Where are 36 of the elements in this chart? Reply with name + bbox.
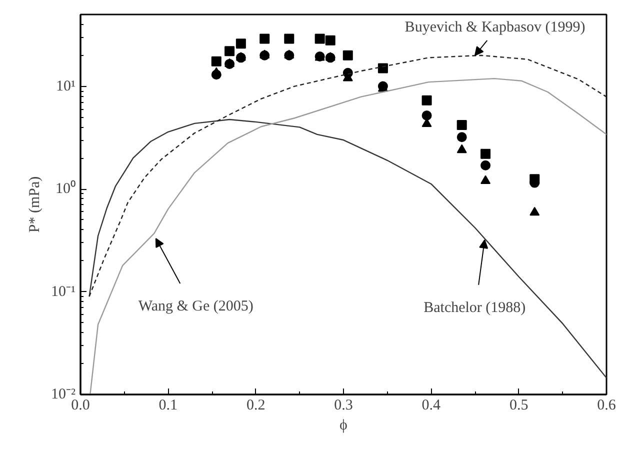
point xyxy=(211,56,222,66)
annotation: Wang & Ge (2005) xyxy=(138,298,254,314)
point xyxy=(530,206,540,216)
y-tick-label: 10¹ xyxy=(56,78,76,94)
point xyxy=(422,110,432,120)
point xyxy=(456,132,467,142)
x-tick-label: 0.2 xyxy=(246,398,266,414)
x-axis-title: ϕ xyxy=(340,418,348,434)
point xyxy=(456,120,467,130)
point xyxy=(378,63,388,74)
y-tick-label: 10⁰ xyxy=(56,180,76,198)
line-series xyxy=(90,78,606,394)
point xyxy=(260,34,270,44)
point xyxy=(325,35,336,46)
x-tick-label: 0.4 xyxy=(422,398,442,414)
point xyxy=(480,160,491,170)
point xyxy=(236,38,246,49)
point xyxy=(422,95,432,106)
x-tick-label: 0.5 xyxy=(509,398,528,414)
x-tick-label: 0.3 xyxy=(334,398,353,414)
y-tick-label: 10⁻¹ xyxy=(51,284,76,300)
point xyxy=(456,144,467,154)
point xyxy=(211,67,222,76)
point xyxy=(284,34,294,44)
x-tick-label: 0.6 xyxy=(597,398,616,414)
point xyxy=(480,175,491,184)
point xyxy=(342,50,353,60)
x-tick-label: 0.0 xyxy=(71,398,90,414)
annotation: Buyevich & Kapbasov (1999) xyxy=(404,19,586,36)
line-series xyxy=(88,118,606,379)
x-tick-label: 0.1 xyxy=(158,398,178,414)
y-axis-title: P* (mPa) xyxy=(27,176,44,233)
point xyxy=(480,148,491,159)
annotation: Batchelor (1988) xyxy=(424,300,526,316)
point xyxy=(314,34,325,44)
point xyxy=(224,46,235,56)
